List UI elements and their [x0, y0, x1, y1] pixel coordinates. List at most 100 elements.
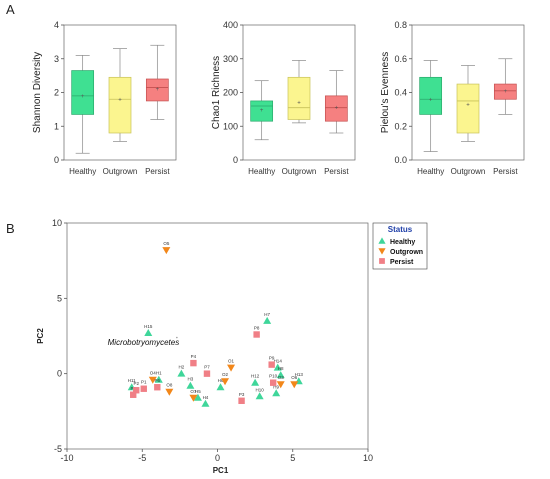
point-label: H1 — [156, 371, 162, 376]
y-tick-label: 200 — [223, 88, 238, 98]
y-axis-label: Chao1 Richness — [211, 56, 222, 129]
mean-marker: + — [81, 94, 85, 100]
x-tick-label: 0 — [215, 453, 220, 463]
point-label: P10 — [269, 374, 278, 379]
point-label: P1 — [141, 380, 147, 385]
point-h8 — [276, 371, 285, 379]
iqr-box — [324, 95, 348, 122]
category-label: Outgrown — [103, 167, 138, 176]
point-label: H11 — [128, 378, 136, 383]
category-label: Healthy — [69, 167, 96, 176]
category-label: Healthy — [248, 167, 275, 176]
y-tick-label: 300 — [223, 54, 238, 64]
point-label: H5 — [195, 389, 201, 394]
y-tick-label: 5 — [57, 293, 62, 303]
x-tick-label: -5 — [138, 453, 146, 463]
point-h7 — [263, 316, 272, 324]
legend-marker-healthy — [378, 237, 386, 244]
point-label: O6 — [291, 375, 298, 380]
point-o6 — [290, 381, 299, 389]
category-label: Outgrown — [282, 167, 317, 176]
point-h6 — [216, 383, 225, 391]
point-label: H8 — [278, 366, 284, 371]
y-tick-label: 0.4 — [394, 88, 407, 98]
point-h9 — [272, 389, 281, 397]
box-healthy: + — [250, 80, 274, 141]
point-label: H15 — [144, 324, 153, 329]
boxplot-3: 0.0 0.2 0.4 0.6 0.8 Pielou's Evenness + Healthy… — [380, 20, 525, 176]
point-h5 — [193, 393, 202, 401]
mean-marker: + — [466, 102, 470, 108]
mean-marker: + — [118, 97, 122, 103]
mean-marker: + — [429, 97, 433, 103]
y-tick-label: 0 — [57, 369, 62, 379]
y-tick-label: 400 — [223, 20, 238, 30]
point-label: O1 — [228, 359, 235, 364]
point-p10 — [269, 379, 277, 386]
box-persist: + — [493, 58, 517, 115]
category-label: Outgrown — [451, 167, 486, 176]
x-axis-label: PC1 — [213, 466, 229, 475]
point-o1 — [227, 364, 236, 372]
point-p9 — [268, 361, 275, 368]
point-label: H2 — [178, 365, 184, 370]
iqr-box — [287, 76, 311, 120]
point-label: H9 — [273, 384, 279, 389]
mean-marker: + — [156, 87, 160, 93]
point-h3 — [186, 381, 195, 389]
point-label: O8 — [166, 383, 173, 388]
box-healthy: + — [71, 55, 95, 154]
iqr-box — [145, 78, 169, 102]
y-tick-label: 0.0 — [394, 155, 407, 165]
x-tick-label: 5 — [290, 453, 295, 463]
series-persist: P8P4P7P1P5P6P2P3P9P10 — [130, 325, 278, 404]
point-p1 — [140, 385, 147, 392]
pca-scatter-panel: -10 -5 0 5 10-50510PC1PC2H15H7H11H1H2H3H5H4H… — [36, 218, 428, 475]
legend-entry-healthy: Healthy — [390, 239, 415, 246]
box-healthy: + — [419, 60, 443, 152]
mean-marker: + — [260, 108, 264, 114]
point-p6 — [154, 384, 161, 391]
x-tick-label: -10 — [60, 453, 73, 463]
mean-marker: + — [335, 106, 339, 112]
legend: Status Healthy Outgrown Persist — [372, 222, 428, 270]
series-outgrown: O5 O1 O2 O7 O8 O4 O3 O6 — [148, 241, 299, 402]
y-tick-label: 0 — [233, 155, 238, 165]
panel-a-label: A — [6, 2, 15, 17]
y-tick-label: 0.8 — [394, 20, 407, 30]
y-tick-label: 10 — [52, 218, 62, 228]
iqr-box — [71, 70, 95, 115]
point-o5 — [162, 247, 171, 255]
point-label: H12 — [251, 374, 260, 379]
boxplot-panels: 0 1 2 3 4 Shannon Diversity + Healthy + Outgrown +… — [32, 20, 525, 176]
box-outgrown: + — [456, 65, 480, 142]
annotation-dot — [176, 336, 178, 339]
point-label: P7 — [204, 365, 210, 370]
iqr-box — [419, 76, 443, 115]
point-h15 — [144, 328, 153, 336]
point-h10 — [255, 392, 264, 400]
box-outgrown: + — [108, 48, 132, 142]
y-tick-label: 4 — [54, 20, 59, 30]
point-o8 — [165, 388, 174, 396]
y-axis-label: Pielou's Evenness — [380, 52, 391, 133]
point-p7 — [203, 370, 211, 377]
annotation-label: Microbotryomycetes — [108, 338, 180, 347]
iqr-box — [108, 76, 132, 134]
point-p2 — [133, 387, 140, 394]
panel-b-label: B — [6, 221, 15, 236]
y-tick-label: 0.2 — [394, 121, 407, 131]
point-label: H10 — [256, 387, 265, 392]
scatter-frame — [66, 222, 369, 450]
box-persist: + — [145, 44, 169, 120]
point-label: P8 — [254, 325, 260, 330]
category-label: Persist — [324, 167, 349, 176]
category-label: Healthy — [417, 167, 444, 176]
iqr-box — [493, 83, 517, 100]
box-outgrown: + — [287, 60, 311, 124]
point-label: O7 — [190, 389, 197, 394]
point-label: O2 — [222, 372, 229, 377]
category-label: Persist — [493, 167, 518, 176]
